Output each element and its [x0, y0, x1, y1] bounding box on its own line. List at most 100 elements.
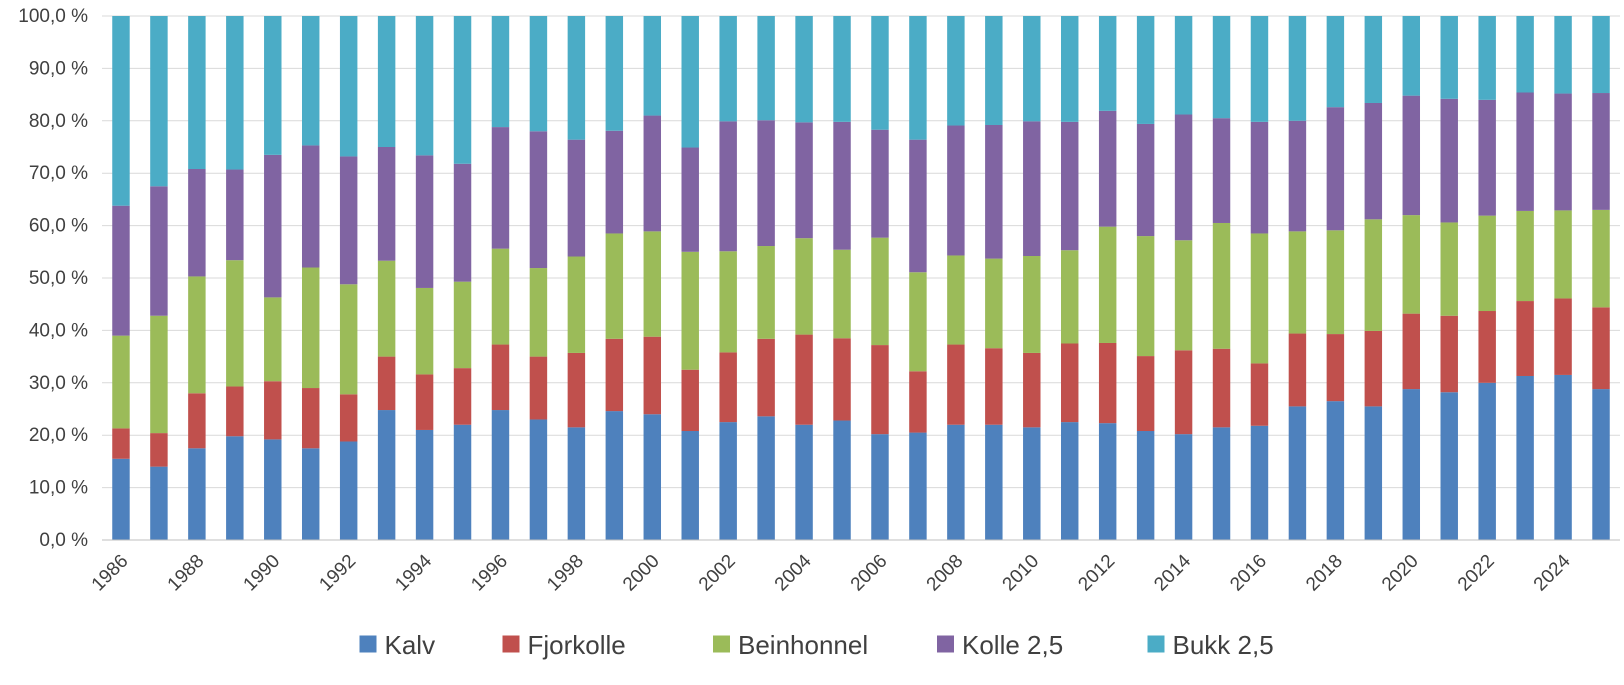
bar-segment [1364, 219, 1383, 331]
bar-segment [1478, 311, 1496, 383]
bar-segment [1554, 210, 1572, 299]
legend-item: Fjorkolle [502, 630, 626, 660]
legend: Kalv Fjorkolle Beinhonnel Kolle 2,5 Bukk 2,5 [359, 630, 1274, 660]
bar-segment [719, 422, 737, 540]
bar-segment [643, 414, 662, 540]
bar-segment [301, 16, 320, 146]
bar-segment [1554, 16, 1572, 94]
bar-segment [1478, 215, 1496, 312]
bar-segment [339, 441, 358, 540]
x-tick-label: 1998 [543, 551, 588, 596]
legend-swatch [359, 635, 377, 653]
bar-segment [1364, 102, 1383, 220]
bar-stack-2021 [1440, 16, 1458, 540]
bar-stack-2020 [1402, 16, 1421, 540]
bar-segment [871, 434, 889, 540]
bar-segment [1060, 16, 1079, 122]
bar-stack-2019 [1364, 16, 1383, 540]
bar-segment [529, 356, 548, 420]
bar-stack-1998 [567, 16, 586, 540]
bar-segment [1592, 389, 1610, 540]
bar-stack-2008 [947, 16, 965, 540]
bar-segment [415, 16, 434, 156]
bar-segment [1402, 313, 1421, 390]
bar-stack-2006 [871, 16, 889, 540]
x-tick-label: 2010 [999, 551, 1044, 596]
bar-segment [529, 419, 548, 540]
bar-stack-1995 [453, 16, 472, 540]
bar-segment [719, 16, 737, 122]
bar-segment [112, 16, 130, 206]
bar-stack-2007 [909, 16, 927, 540]
bar-segment [985, 424, 1003, 540]
bar-segment [491, 410, 510, 540]
bar-segment [567, 427, 586, 540]
bar-stack-2004 [795, 16, 813, 540]
bar-segment [150, 16, 168, 187]
bar-segment [1440, 392, 1458, 540]
bar-segment [909, 16, 927, 140]
bar-stack-2016 [1250, 16, 1269, 540]
bar-segment [226, 260, 244, 387]
bar-segment [757, 246, 775, 339]
bar-segment [1592, 93, 1610, 210]
bar-segment [1098, 342, 1117, 424]
x-tick-label: 2002 [695, 551, 740, 596]
bar-segment [757, 416, 775, 540]
bar-segment [719, 251, 737, 353]
bar-segment [377, 260, 396, 357]
bar-segment [1326, 16, 1345, 108]
bar-segment [1554, 298, 1572, 375]
bar-segment [833, 121, 851, 250]
bar-segment [226, 436, 244, 540]
bar-segment [226, 169, 244, 261]
bar-segment [301, 388, 320, 449]
bar-segment [1212, 427, 1231, 540]
bar-segment [1554, 374, 1572, 540]
bar-segment [188, 393, 206, 449]
bar-segment [1098, 226, 1117, 343]
x-tick-label: 2022 [1454, 551, 1499, 596]
legend-item: Bukk 2,5 [1147, 630, 1274, 660]
bar-segment [301, 448, 320, 540]
bar-segment [643, 231, 662, 337]
bar-segment [377, 356, 396, 411]
bar-segment [1402, 215, 1421, 314]
x-tick-label: 2006 [847, 551, 892, 596]
bar-segment [1478, 16, 1496, 100]
x-tick-label: 1992 [315, 551, 360, 596]
x-tick-label: 2024 [1530, 550, 1575, 595]
bar-stack-2014 [1174, 16, 1193, 540]
bar-segment [909, 139, 927, 273]
bar-segment [1516, 92, 1534, 211]
bar-segment [567, 352, 586, 428]
legend-item: Beinhonnel [713, 630, 868, 660]
bar-segment [1326, 334, 1345, 402]
bar-segment [1212, 118, 1231, 223]
bar-segment [757, 338, 775, 417]
bar-segment [1288, 333, 1307, 407]
bar-segment [150, 466, 168, 540]
bar-segment [643, 16, 662, 116]
bar-segment [453, 368, 472, 425]
x-tick-label: 2020 [1378, 551, 1423, 596]
bar-segment [947, 344, 965, 425]
bar-segment [681, 369, 699, 432]
bar-segment [264, 439, 282, 540]
bar-segment [567, 16, 586, 140]
bar-segment [833, 16, 851, 122]
bar-stack-2010 [1023, 16, 1041, 540]
bar-segment [1326, 107, 1345, 231]
legend-label: Kolle 2,5 [962, 630, 1063, 660]
bar-segment [605, 338, 624, 412]
bar-segment [377, 410, 396, 540]
bar-stack-2013 [1136, 16, 1155, 540]
bar-segment [1592, 307, 1610, 390]
bar-segment [1060, 121, 1079, 251]
bar-segment [264, 297, 282, 382]
bar-segment [1023, 352, 1041, 428]
x-tick-label: 2004 [771, 550, 816, 595]
bar-segment [871, 237, 889, 346]
legend-label: Bukk 2,5 [1173, 630, 1274, 660]
